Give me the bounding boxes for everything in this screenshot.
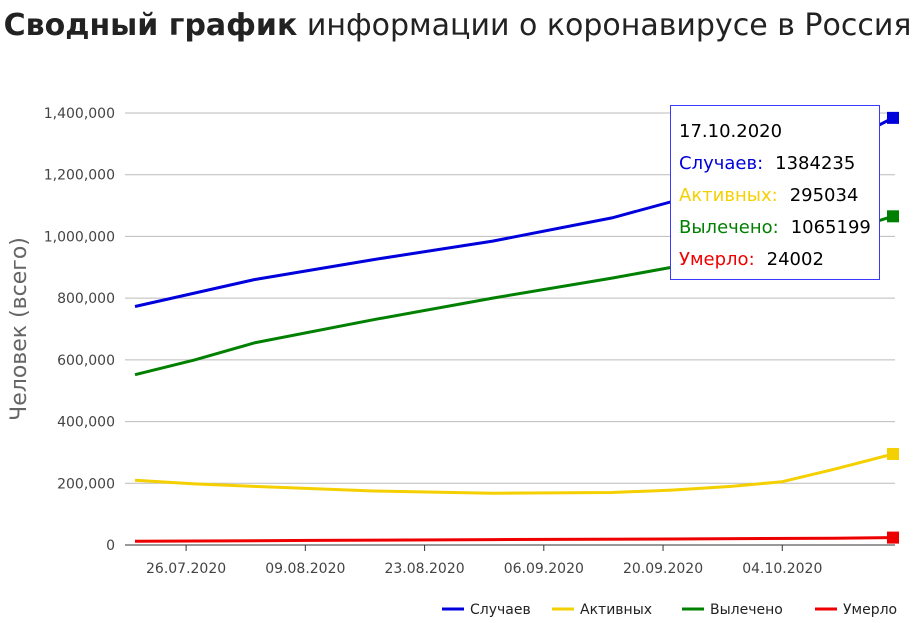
y-tick-label: 1,200,000 <box>44 168 115 184</box>
legend-label: Вылечено <box>710 602 783 618</box>
x-tick-label: 23.08.2020 <box>384 561 464 577</box>
tooltip-value: 24002 <box>766 249 824 270</box>
y-tick-label: 1,000,000 <box>44 229 115 245</box>
y-tick-label: 400,000 <box>57 415 115 431</box>
tooltip-value: 1065199 <box>790 217 871 238</box>
tooltip-row-deaths: Умерло: 24002 <box>679 244 871 276</box>
tooltip-label: Активных: <box>679 185 778 206</box>
series-end-marker <box>887 210 899 223</box>
chart-tooltip: 17.10.2020 Случаев: 1384235 Активных: 2950… <box>670 105 880 280</box>
tooltip-row-recovered: Вылечено: 1065199 <box>679 212 871 244</box>
legend-label: Активных <box>580 602 652 618</box>
y-tick-label: 200,000 <box>57 476 115 492</box>
series-line-Активных <box>134 452 894 495</box>
x-tick-label: 26.07.2020 <box>146 561 226 577</box>
tooltip-value: 1384235 <box>775 153 856 174</box>
chart-title: Сводный график информации о коронавирусе… <box>0 4 915 48</box>
y-tick-label: 1,400,000 <box>44 106 115 122</box>
series-end-marker <box>887 447 899 460</box>
tooltip-label: Умерло: <box>679 249 755 270</box>
y-tick-label: 0 <box>106 538 115 554</box>
y-tick-label: 800,000 <box>57 291 115 307</box>
x-tick-label: 04.10.2020 <box>742 561 822 577</box>
y-axis-label: Человек (всего) <box>7 237 32 421</box>
tooltip-value: 295034 <box>789 185 859 206</box>
legend-label: Случаев <box>470 602 531 618</box>
chart-title-rest: информации о коронавирусе в Россия <box>297 8 912 43</box>
x-tick-label: 06.09.2020 <box>504 561 584 577</box>
tooltip-row-cases: Случаев: 1384235 <box>679 148 871 180</box>
series-end-marker <box>887 111 899 124</box>
tooltip-row-active: Активных: 295034 <box>679 180 871 212</box>
tooltip-label: Случаев: <box>679 153 764 174</box>
legend-label: Умерло <box>843 602 897 618</box>
x-tick-label: 09.08.2020 <box>265 561 345 577</box>
tooltip-label: Вылечено: <box>679 217 779 238</box>
series-line-Умерло <box>134 536 894 543</box>
chart-title-bold: Сводный график <box>3 8 298 43</box>
tooltip-date: 17.10.2020 <box>679 121 783 142</box>
x-tick-label: 20.09.2020 <box>623 561 703 577</box>
y-tick-label: 600,000 <box>57 353 115 369</box>
series-end-marker <box>887 531 899 544</box>
